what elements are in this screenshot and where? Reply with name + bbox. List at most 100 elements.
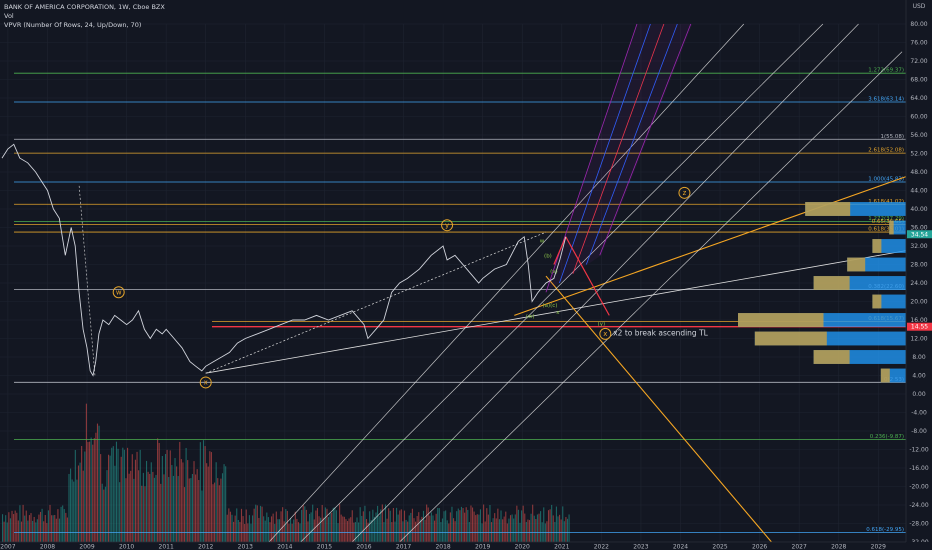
volume-bar xyxy=(494,513,496,542)
volume-bar xyxy=(190,478,192,542)
volume-bar xyxy=(119,482,121,542)
volume-bar xyxy=(169,450,171,542)
y-tick-label: 20.00 xyxy=(910,299,927,306)
volume-bar xyxy=(157,438,159,542)
volume-bar xyxy=(66,517,68,542)
wave-label: x xyxy=(204,379,208,387)
current-price-badge: 34.54 xyxy=(907,230,932,239)
volume-bar xyxy=(475,515,477,542)
volume-bar xyxy=(185,447,187,542)
volume-bar xyxy=(221,473,224,542)
wave-label: y xyxy=(445,221,449,229)
volume-bar xyxy=(346,521,349,542)
volume-bar xyxy=(266,512,268,542)
volume-bar xyxy=(259,505,262,542)
volume-bar xyxy=(301,509,303,542)
volume-bar xyxy=(144,486,146,542)
volume-bar xyxy=(187,460,189,542)
volume-bar xyxy=(538,513,540,542)
volume-bar xyxy=(3,521,5,542)
volume-bar xyxy=(258,517,260,542)
volume-bar xyxy=(416,516,418,542)
volume-bar xyxy=(399,510,401,542)
volume-bar xyxy=(174,458,176,542)
volume-bar xyxy=(252,515,254,542)
volume-bar xyxy=(82,470,84,542)
volume-bar xyxy=(93,438,95,542)
volume-bar xyxy=(565,517,567,542)
volume-bar xyxy=(253,508,255,542)
volume-bar xyxy=(134,459,137,542)
volume-bar xyxy=(160,483,162,542)
volume-bar xyxy=(182,462,184,542)
fib-level-label: 1(55.08) xyxy=(880,134,904,140)
volume-bar xyxy=(557,516,559,542)
volume-bar xyxy=(359,507,361,542)
volume-legend: Vol xyxy=(4,12,14,20)
volume-bar xyxy=(28,515,30,542)
volume-bar xyxy=(305,509,307,542)
volume-bar xyxy=(562,506,564,542)
volume-bar xyxy=(459,510,461,542)
volume-bar xyxy=(125,478,127,542)
volume-bar xyxy=(471,507,474,542)
channel-line xyxy=(268,23,745,543)
volume-bar xyxy=(166,449,168,542)
volume-bar xyxy=(479,509,482,542)
volume-bar xyxy=(240,508,243,542)
volume-bar xyxy=(289,518,292,542)
volume-bar xyxy=(177,476,179,542)
volume-bar xyxy=(313,519,315,542)
volume-bar xyxy=(218,485,220,542)
ascending-orange-trendline xyxy=(514,176,907,316)
x-tick-label: 2010 xyxy=(119,544,134,550)
volume-bar xyxy=(473,511,475,542)
volume-bar xyxy=(484,521,486,542)
volume-bar xyxy=(196,469,198,542)
volume-bar xyxy=(413,518,415,542)
volume-bar xyxy=(74,449,76,542)
volume-bar xyxy=(490,522,493,542)
volume-bar xyxy=(226,514,228,542)
volume-bar xyxy=(552,515,554,542)
volume-bar xyxy=(559,514,561,542)
volume-bar xyxy=(320,517,322,542)
volume-bar xyxy=(400,509,402,542)
x-tick-label: 2017 xyxy=(396,544,411,550)
volume-bar xyxy=(381,504,383,542)
volume-bar xyxy=(528,520,531,542)
y-tick-label: 0.00 xyxy=(912,391,926,398)
volume-bar xyxy=(103,489,105,542)
volume-bar xyxy=(217,478,219,542)
volume-bar xyxy=(22,504,24,542)
volume-bar xyxy=(19,505,21,542)
volume-bar xyxy=(389,510,391,542)
volume-bar xyxy=(361,515,363,542)
last-price-label: 14.55 xyxy=(911,324,928,331)
volume-bar xyxy=(111,447,113,542)
volume-bar xyxy=(209,451,211,542)
volume-bar xyxy=(172,475,174,542)
volume-bar xyxy=(513,518,515,542)
axis-unit: USD xyxy=(913,3,926,10)
volume-bar xyxy=(340,514,342,542)
volume-bar xyxy=(536,514,538,542)
volume-bar xyxy=(126,447,129,542)
y-tick-label: 48.00 xyxy=(910,169,927,176)
volume-bar xyxy=(62,505,64,542)
x-tick-label: 2029 xyxy=(871,544,886,550)
volume-bar xyxy=(52,515,54,542)
volume-bar xyxy=(456,511,458,542)
volume-bars xyxy=(1,403,570,542)
volume-bar xyxy=(540,511,542,542)
projection-arrow xyxy=(565,236,610,316)
volume-bar xyxy=(71,479,73,542)
volume-bar xyxy=(43,521,45,542)
volume-bar xyxy=(164,454,167,542)
volume-bar xyxy=(161,455,163,542)
volume-bar xyxy=(285,509,287,542)
volume-bar xyxy=(524,513,526,542)
volume-bar xyxy=(5,515,7,542)
